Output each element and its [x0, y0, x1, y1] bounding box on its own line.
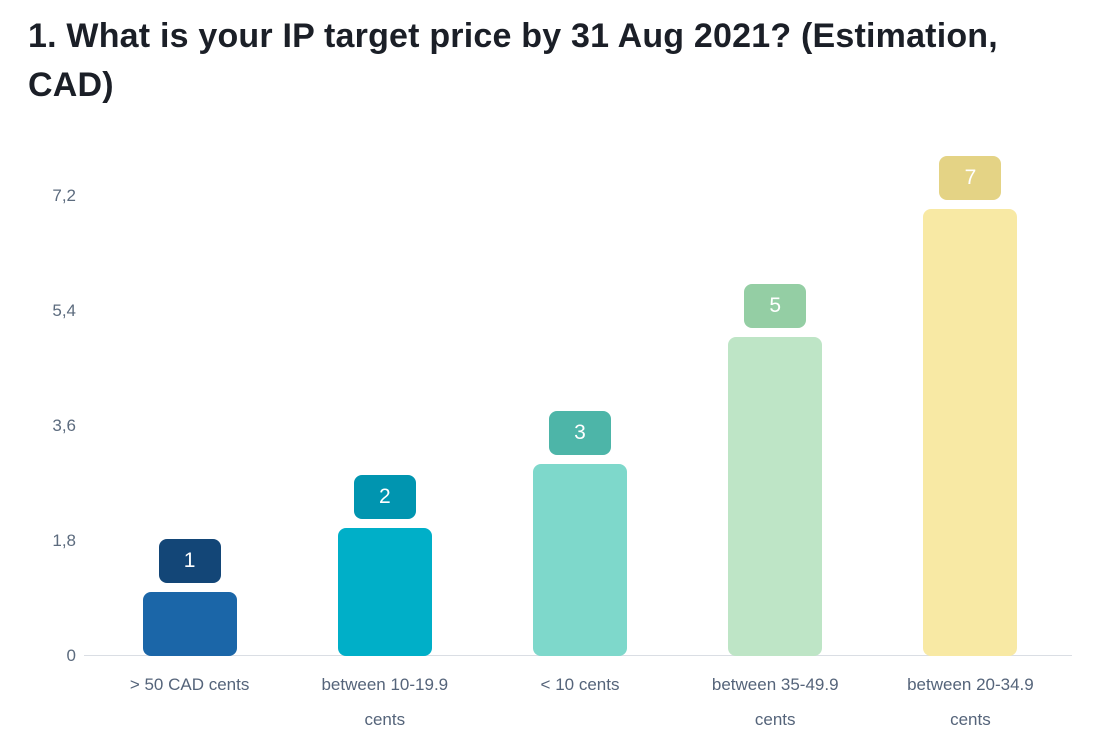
x-axis-cell: between 35-49.9 cents [678, 668, 873, 737]
category-label: between 35-49.9 cents [711, 675, 839, 729]
plot-area: 1 2 3 5 7 [84, 155, 1072, 656]
bar-slot: 5 [678, 196, 873, 656]
x-axis-cell: < 10 cents [482, 668, 677, 737]
bar [923, 208, 1018, 656]
x-axis-cell: > 50 CAD cents [92, 668, 287, 737]
y-tick-label: 1,8 [52, 531, 76, 550]
bar-slot: 7 [873, 155, 1068, 656]
category-label: between 10-19.9 cents [321, 675, 449, 729]
value-badge: 3 [549, 411, 611, 456]
y-tick-label: 7,2 [52, 186, 76, 205]
y-tick-label: 3,6 [52, 416, 76, 435]
chart-title: 1. What is your IP target price by 31 Au… [28, 17, 998, 104]
bar-slot: 1 [92, 196, 287, 656]
value-badge: 5 [744, 283, 807, 328]
value-badge: 1 [158, 539, 221, 584]
y-tick-label: 5,4 [52, 301, 76, 320]
category-label: > 50 CAD cents [129, 675, 250, 694]
bar-slot: 3 [482, 196, 677, 656]
bar [533, 464, 627, 656]
y-tick-label: 0 [66, 646, 76, 665]
x-axis-cell: between 20-34.9 cents [873, 668, 1068, 737]
x-axis-cell: between 10-19.9 cents [287, 668, 482, 737]
bar-slot: 2 [287, 196, 482, 656]
category-label: between 20-34.9 cents [907, 675, 1034, 729]
y-axis: 0 1,8 3,6 5,4 7,2 [0, 186, 76, 665]
category-label: < 10 cents [540, 675, 620, 694]
value-badge: 7 [939, 155, 1002, 200]
bar [337, 528, 432, 656]
bar [142, 592, 237, 656]
x-axis: > 50 CAD cents between 10-19.9 cents < 10 … [92, 668, 1068, 737]
value-badge: 2 [353, 475, 416, 520]
bar [728, 336, 823, 656]
